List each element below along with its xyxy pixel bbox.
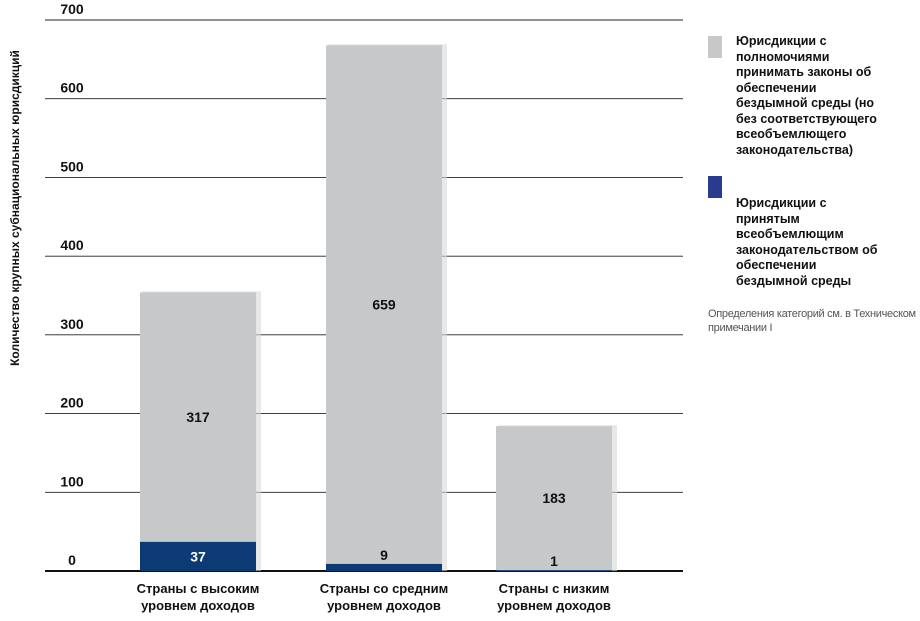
data-labels: 317 37 659 9 183 1 — [186, 297, 566, 570]
data-label-authority-2: 183 — [542, 490, 566, 506]
stacked-bar-chart: 317 37 659 9 183 1 0 100 200 300 400 500 600 700 Стр… — [8, 1, 683, 613]
x-category-label-1: Страны со средним уровнем доходов — [320, 581, 448, 613]
x-category-label-2: Страны с низким уровнем доходов — [497, 581, 611, 613]
data-label-authority-0: 317 — [186, 409, 210, 425]
data-label-comprehensive-1: 9 — [380, 547, 388, 563]
bar-comprehensive-0 — [140, 541, 256, 571]
y-tick-600: 600 — [60, 80, 84, 96]
legend-swatch-blue — [708, 176, 722, 198]
data-label-authority-1: 659 — [372, 297, 396, 313]
y-tick-500: 500 — [60, 158, 84, 174]
legend-item-authority: Юрисдикции с полномочиями принимать зако… — [708, 34, 918, 158]
legend-label-comprehensive: Юрисдикции с принятым всеобъемлющим зако… — [736, 196, 878, 288]
y-tick-labels: 0 100 200 300 400 500 600 700 — [60, 1, 84, 568]
y-tick-700: 700 — [60, 1, 84, 17]
legend-swatch-gray — [708, 36, 722, 58]
y-axis-label: Количество крупных субнациональных юрисд… — [8, 50, 22, 366]
y-tick-300: 300 — [60, 316, 84, 332]
y-tick-0: 0 — [68, 552, 76, 568]
x-category-labels: Страны с высоким уровнем доходов Страны со… — [137, 581, 611, 613]
bar-authority-0 — [140, 292, 256, 542]
legend-label-authority: Юрисдикции с полномочиями принимать зако… — [736, 34, 877, 157]
data-label-comprehensive-0: 37 — [190, 548, 206, 564]
y-tick-400: 400 — [60, 237, 84, 253]
legend-item-comprehensive: Юрисдикции с принятым всеобъемлющим зако… — [708, 174, 918, 289]
bar-comprehensive-2 — [496, 570, 612, 571]
legend: Юрисдикции с полномочиями принимать зако… — [708, 34, 918, 335]
bar-comprehensive-1 — [326, 563, 442, 571]
x-category-label-0: Страны с высоким уровнем доходов — [137, 581, 260, 613]
y-tick-100: 100 — [60, 473, 84, 489]
bar-authority-2 — [496, 426, 612, 571]
bar-authority-1 — [326, 45, 442, 564]
y-tick-200: 200 — [60, 395, 84, 411]
data-label-comprehensive-2: 1 — [550, 553, 558, 569]
bars — [140, 44, 617, 571]
definitions-note: Определения категорий см. в Техническом … — [708, 308, 916, 334]
